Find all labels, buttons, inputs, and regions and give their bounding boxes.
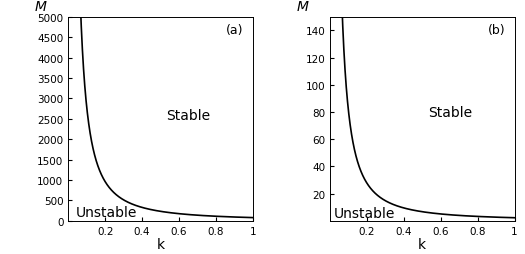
Text: Unstable: Unstable xyxy=(334,206,395,220)
Text: M: M xyxy=(297,0,309,14)
Text: Unstable: Unstable xyxy=(76,205,137,219)
Text: (b): (b) xyxy=(488,24,505,37)
Text: Stable: Stable xyxy=(166,108,210,122)
Text: (a): (a) xyxy=(226,24,244,37)
X-axis label: k: k xyxy=(156,237,164,251)
Text: Stable: Stable xyxy=(428,106,472,120)
Text: M: M xyxy=(35,0,47,14)
X-axis label: k: k xyxy=(418,237,426,251)
